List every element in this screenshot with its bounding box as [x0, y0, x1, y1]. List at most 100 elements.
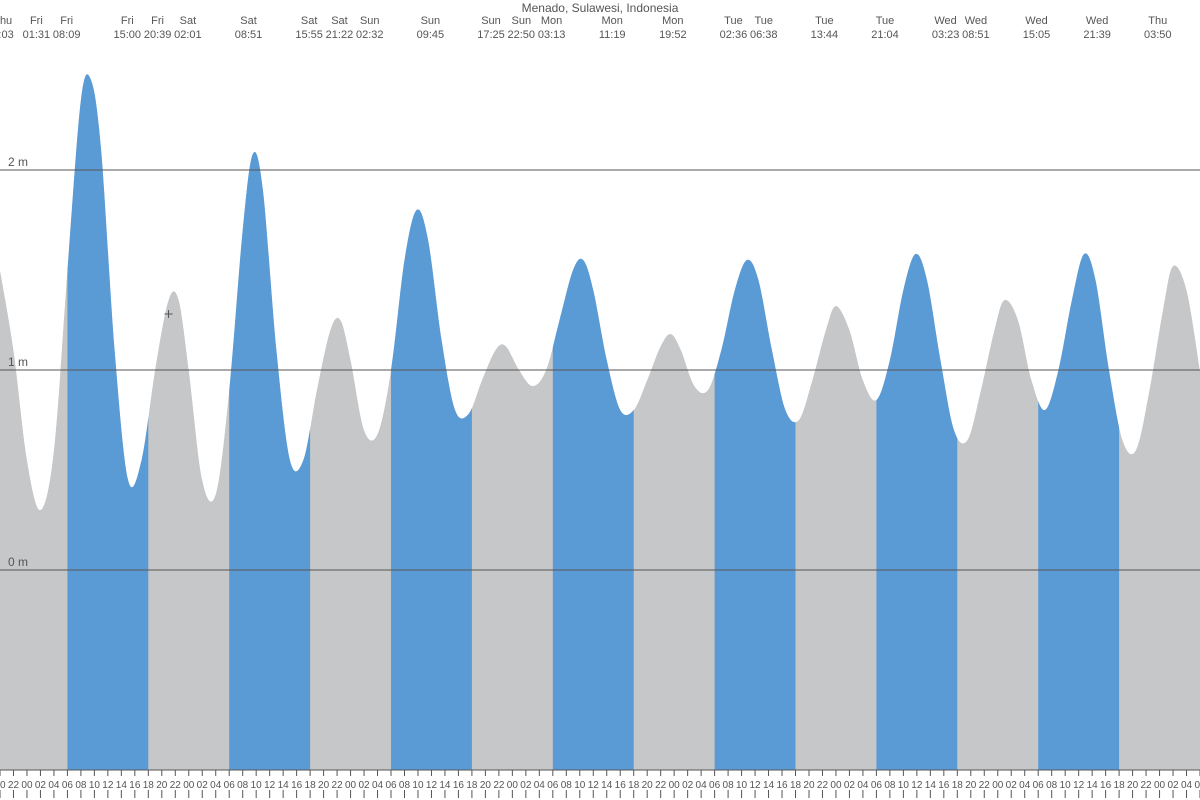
top-time-label: 09:45: [417, 29, 445, 41]
top-time-label: 13:44: [811, 29, 839, 41]
x-tick-label: 06: [871, 780, 883, 791]
x-tick-label: 08: [1046, 780, 1058, 791]
x-tick-label: 00: [183, 780, 195, 791]
top-day-label: Sun: [421, 15, 441, 27]
top-time-label: 02:01: [174, 29, 202, 41]
x-tick-label: 00: [21, 780, 33, 791]
x-tick-label: 10: [89, 780, 101, 791]
top-time-label: 19:52: [659, 29, 687, 41]
x-tick-label: 18: [1114, 780, 1126, 791]
top-day-label: Sat: [240, 15, 257, 27]
top-day-label: Wed: [965, 15, 987, 27]
x-tick-label: 20: [0, 780, 6, 791]
x-tick-label: 20: [156, 780, 168, 791]
x-tick-label: 06: [224, 780, 236, 791]
top-time-label: 21:22: [326, 29, 354, 41]
x-tick-label: 12: [1073, 780, 1085, 791]
top-day-label: Fri: [151, 15, 164, 27]
x-tick-label: 16: [615, 780, 627, 791]
x-tick-label: 22: [332, 780, 344, 791]
top-day-label: Fri: [60, 15, 73, 27]
x-tick-label: 04: [696, 780, 708, 791]
x-tick-label: 22: [170, 780, 182, 791]
x-tick-label: 12: [426, 780, 438, 791]
top-day-label: Tue: [876, 15, 895, 27]
x-tick-label: 22: [8, 780, 20, 791]
top-time-label: 11:19: [599, 29, 626, 41]
top-day-label: Sun: [481, 15, 501, 27]
x-tick-label: 04: [210, 780, 222, 791]
top-day-label: Sat: [331, 15, 348, 27]
x-tick-label: 18: [628, 780, 640, 791]
top-time-label: 03:13: [538, 29, 566, 41]
x-tick-label: 14: [439, 780, 451, 791]
top-day-label: Sun: [512, 15, 532, 27]
x-tick-label: 12: [911, 780, 923, 791]
x-tick-label: 00: [507, 780, 519, 791]
x-tick-label: 18: [466, 780, 478, 791]
x-tick-label: 02: [844, 780, 856, 791]
x-tick-label: 08: [723, 780, 735, 791]
x-tick-label: 16: [776, 780, 788, 791]
top-time-label: 02:32: [356, 29, 384, 41]
top-day-label: Thu: [1148, 15, 1167, 27]
x-tick-label: 06: [385, 780, 397, 791]
top-time-label: 17:25: [477, 29, 505, 41]
top-time-label: 20:39: [144, 29, 172, 41]
x-tick-label: 10: [251, 780, 263, 791]
x-tick-label: 04: [534, 780, 546, 791]
x-tick-label: 04: [48, 780, 60, 791]
x-tick-label: 14: [116, 780, 128, 791]
top-time-label: 06:38: [750, 29, 778, 41]
top-time-label: 03:50: [1144, 29, 1172, 41]
top-day-label: hu: [0, 15, 12, 27]
x-tick-label: 06: [1194, 780, 1200, 791]
top-day-label: Sun: [360, 15, 380, 27]
top-day-label: Mon: [602, 15, 623, 27]
top-time-label: 08:51: [962, 29, 990, 41]
x-tick-label: 10: [1060, 780, 1072, 791]
x-tick-label: 04: [1181, 780, 1193, 791]
x-tick-label: 20: [965, 780, 977, 791]
x-tick-label: 06: [709, 780, 721, 791]
x-tick-label: 04: [372, 780, 384, 791]
x-tick-label: 14: [925, 780, 937, 791]
y-axis-label: 1 m: [8, 355, 28, 369]
x-tick-label: 02: [197, 780, 209, 791]
top-time-label: 15:55: [295, 29, 323, 41]
x-tick-label: 20: [480, 780, 492, 791]
x-tick-label: 12: [102, 780, 114, 791]
x-tick-label: 02: [1167, 780, 1179, 791]
top-day-label: Tue: [754, 15, 773, 27]
x-tick-label: 14: [1087, 780, 1099, 791]
x-tick-label: 18: [143, 780, 155, 791]
x-tick-label: 22: [817, 780, 829, 791]
x-tick-label: 02: [35, 780, 47, 791]
top-time-label: 02:36: [720, 29, 748, 41]
x-tick-label: 10: [574, 780, 586, 791]
top-day-label: Fri: [121, 15, 134, 27]
x-tick-label: 12: [588, 780, 600, 791]
x-tick-label: 00: [830, 780, 842, 791]
x-tick-label: 16: [453, 780, 465, 791]
x-tick-label: 12: [749, 780, 761, 791]
top-day-label: Wed: [1086, 15, 1108, 27]
x-tick-label: 02: [1006, 780, 1018, 791]
top-day-label: Mon: [541, 15, 562, 27]
x-tick-label: 08: [884, 780, 896, 791]
top-time-label: :03: [0, 29, 14, 41]
top-day-label: Sat: [301, 15, 318, 27]
top-time-label: 03:23: [932, 29, 960, 41]
x-tick-label: 00: [1154, 780, 1166, 791]
x-tick-label: 02: [682, 780, 694, 791]
top-day-label: Tue: [724, 15, 743, 27]
top-time-label: 15:05: [1023, 29, 1051, 41]
top-day-label: Sat: [180, 15, 197, 27]
x-tick-label: 22: [493, 780, 505, 791]
x-tick-label: 20: [318, 780, 330, 791]
top-day-label: Mon: [662, 15, 683, 27]
x-tick-label: 22: [655, 780, 667, 791]
x-tick-label: 06: [62, 780, 74, 791]
x-tick-label: 06: [547, 780, 559, 791]
x-tick-label: 14: [278, 780, 290, 791]
